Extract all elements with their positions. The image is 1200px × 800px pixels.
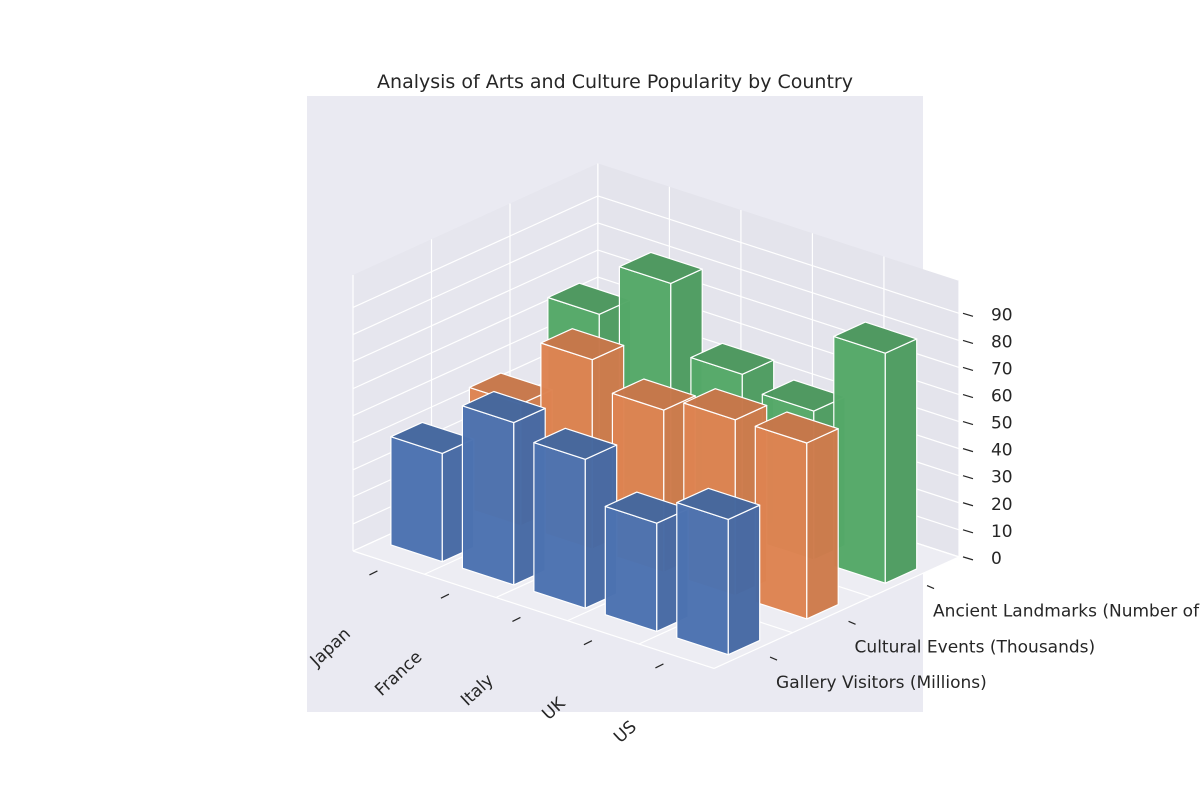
z-tick-label: 30 — [991, 468, 1013, 488]
z-tick-mark — [962, 556, 974, 561]
series-tick-mark — [926, 584, 935, 590]
bars — [390, 251, 918, 656]
series-tick-mark — [848, 620, 856, 625]
z-tick-label: 50 — [991, 414, 1013, 434]
bar-top-face — [676, 487, 761, 521]
bar-italy-series-1 — [533, 427, 618, 609]
bar-side-face — [884, 338, 918, 584]
bar-front-face — [461, 405, 515, 586]
z-tick-label: 70 — [991, 359, 1013, 379]
bar-uk-series-1 — [604, 491, 689, 633]
bar-us-series-2 — [754, 411, 839, 620]
bar-top-face — [461, 390, 546, 424]
z-tick-mark — [962, 312, 974, 317]
grid-line-z-right — [597, 222, 960, 341]
bar-top-face — [754, 411, 839, 444]
bar-france-series-1 — [461, 390, 546, 586]
z-tick-label: 10 — [991, 522, 1013, 542]
grid-line-z-left — [352, 195, 599, 309]
z-tick-label: 40 — [991, 441, 1013, 461]
category-tick-mark — [512, 616, 521, 622]
grid-line-floor-v — [352, 550, 715, 669]
chart-title: Analysis of Arts and Culture Popularity … — [377, 71, 853, 93]
series-label-3: Ancient Landmarks (Number of Visits - M — [933, 602, 1200, 622]
bar-front-face — [533, 442, 586, 609]
bar-top-face — [683, 388, 768, 421]
bar-side-face — [727, 504, 761, 656]
series-label-2: Cultural Events (Thousands) — [855, 637, 1096, 657]
bar-front-face — [754, 425, 808, 620]
bar-front-face — [390, 436, 443, 563]
bar-top-face — [611, 378, 696, 411]
z-tick-mark — [962, 339, 974, 344]
z-tick-mark — [962, 475, 974, 480]
z-tick-label: 20 — [991, 495, 1013, 515]
category-label-us: US — [610, 717, 641, 747]
bar-us-series-1 — [676, 487, 761, 656]
grid-line-z-left — [352, 222, 599, 336]
bar-japan-series-1 — [390, 421, 475, 563]
bar-front-face — [833, 335, 886, 584]
z-tick-mark — [962, 529, 974, 534]
category-tick-mark — [583, 640, 593, 646]
z-tick-label: 80 — [991, 332, 1013, 352]
series-tick-mark — [769, 656, 778, 661]
bar-top-face — [540, 328, 625, 361]
z-tick-mark — [962, 366, 974, 372]
bar-side-face — [806, 428, 839, 620]
grid-line-floor-u — [713, 556, 960, 669]
grid-line-z-right — [597, 195, 960, 314]
z-tick-label: 90 — [991, 305, 1013, 325]
series-label-1: Gallery Visitors (Millions) — [776, 673, 987, 693]
bar-front-face — [676, 502, 729, 656]
bar-front-face — [604, 505, 658, 633]
bar-top-face — [618, 251, 703, 284]
grid-line-z-left — [352, 249, 599, 363]
z-tick-mark — [962, 502, 974, 507]
category-tick-mark — [655, 663, 664, 669]
category-tick-mark — [440, 593, 450, 599]
bar-top-face — [833, 321, 918, 354]
bar-us-series-3 — [833, 321, 918, 584]
z-tick-label: 60 — [991, 387, 1013, 407]
z-tick-mark — [962, 448, 974, 453]
bar-top-face — [690, 342, 775, 375]
z-tick-mark — [962, 420, 974, 426]
bar-top-face — [533, 427, 618, 460]
z-tick-label: 0 — [991, 549, 1002, 569]
z-tick-mark — [962, 393, 974, 399]
category-tick-mark — [369, 570, 378, 576]
